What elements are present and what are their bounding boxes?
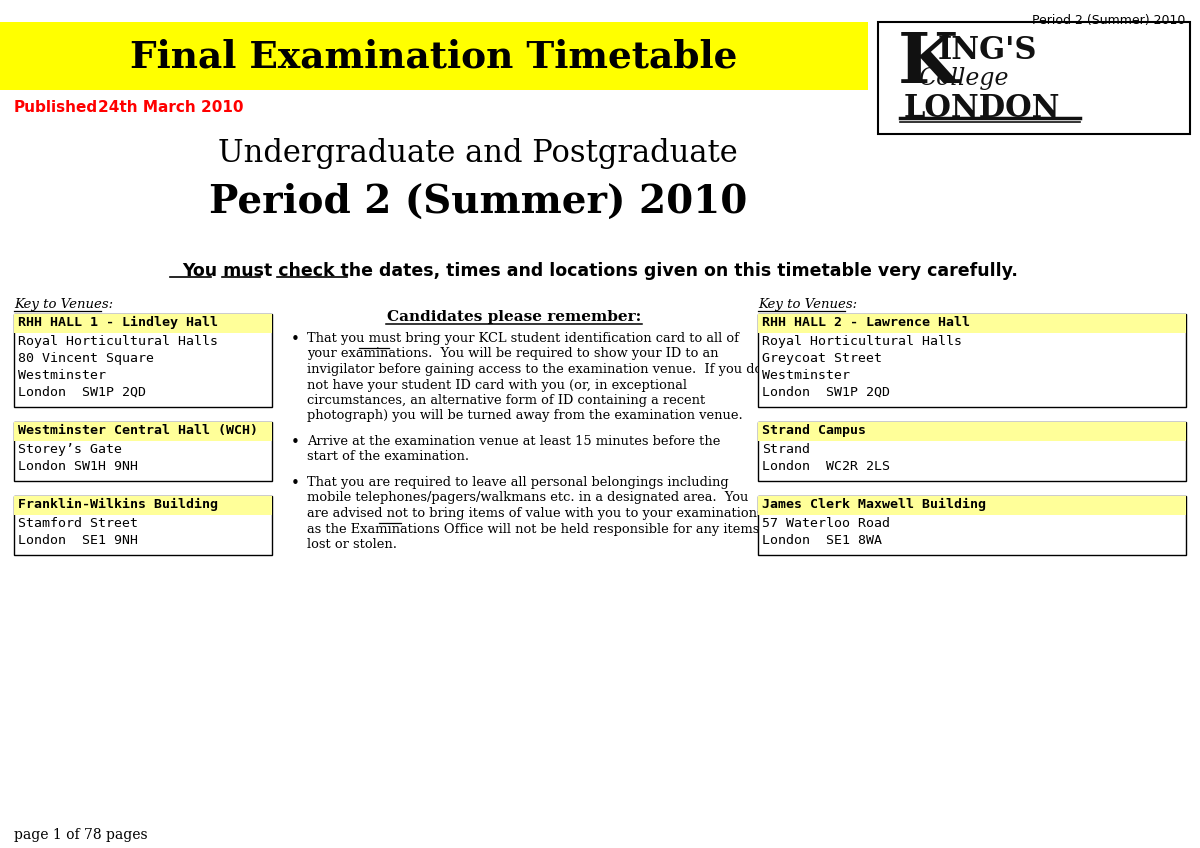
Text: •: • <box>292 332 300 347</box>
Bar <box>14 496 272 555</box>
Text: lost or stolen.: lost or stolen. <box>307 538 397 551</box>
Text: Strand Campus: Strand Campus <box>762 424 866 437</box>
Text: your examinations.  You will be required to show your ID to an: your examinations. You will be required … <box>307 348 719 360</box>
Text: •: • <box>292 435 300 450</box>
Text: James Clerk Maxwell Building: James Clerk Maxwell Building <box>762 498 986 511</box>
Text: London  SW1P 2QD: London SW1P 2QD <box>18 386 146 399</box>
Text: 57 Waterloo Road: 57 Waterloo Road <box>762 517 890 530</box>
Text: Period 2 (Summer) 2010: Period 2 (Summer) 2010 <box>209 183 748 221</box>
Text: 24th March 2010: 24th March 2010 <box>98 100 244 115</box>
Bar <box>0 22 868 90</box>
Text: Franklin-Wilkins Building: Franklin-Wilkins Building <box>18 498 218 511</box>
Text: ING'S: ING'S <box>938 35 1038 66</box>
Bar <box>14 422 272 441</box>
Text: RHH HALL 1 - Lindley Hall: RHH HALL 1 - Lindley Hall <box>18 316 218 329</box>
Text: RHH HALL 2 - Lawrence Hall: RHH HALL 2 - Lawrence Hall <box>762 316 970 329</box>
Text: photograph) you will be turned away from the examination venue.: photograph) you will be turned away from… <box>307 410 743 422</box>
Text: That you must bring your KCL student identification card to all of: That you must bring your KCL student ide… <box>307 332 739 345</box>
Bar <box>758 496 1186 515</box>
Text: Westminster: Westminster <box>18 369 106 382</box>
Text: start of the examination.: start of the examination. <box>307 450 469 464</box>
Text: invigilator before gaining access to the examination venue.  If you do: invigilator before gaining access to the… <box>307 363 762 376</box>
Text: Royal Horticultural Halls: Royal Horticultural Halls <box>762 335 962 348</box>
Text: Royal Horticultural Halls: Royal Horticultural Halls <box>18 335 218 348</box>
Text: London SW1H 9NH: London SW1H 9NH <box>18 460 138 473</box>
Text: page 1 of 78 pages: page 1 of 78 pages <box>14 828 148 842</box>
Text: mobile telephones/pagers/walkmans etc. in a designated area.  You: mobile telephones/pagers/walkmans etc. i… <box>307 492 749 505</box>
Text: Key to Venues:: Key to Venues: <box>758 298 857 311</box>
Text: •: • <box>292 476 300 491</box>
Bar <box>14 422 272 481</box>
Text: are advised not to bring items of value with you to your examinations: are advised not to bring items of value … <box>307 507 763 520</box>
Text: 80 Vincent Square: 80 Vincent Square <box>18 352 154 365</box>
Bar <box>878 22 1190 134</box>
Text: LONDON: LONDON <box>904 93 1061 124</box>
Bar <box>758 496 1186 555</box>
Text: Period 2 (Summer) 2010: Period 2 (Summer) 2010 <box>1032 14 1186 27</box>
Text: circumstances, an alternative form of ID containing a recent: circumstances, an alternative form of ID… <box>307 394 706 407</box>
Bar <box>14 314 272 333</box>
Text: Stamford Street: Stamford Street <box>18 517 138 530</box>
Text: Published: Published <box>14 100 98 115</box>
Bar <box>14 314 272 407</box>
Text: London  SE1 8WA: London SE1 8WA <box>762 534 882 547</box>
Text: Key to Venues:: Key to Venues: <box>14 298 113 311</box>
Text: London  WC2R 2LS: London WC2R 2LS <box>762 460 890 473</box>
Bar <box>758 422 1186 481</box>
Text: Westminster Central Hall (WCH): Westminster Central Hall (WCH) <box>18 424 258 437</box>
Text: not have your student ID card with you (or, in exceptional: not have your student ID card with you (… <box>307 378 686 392</box>
Bar <box>758 422 1186 441</box>
Text: London  SE1 9NH: London SE1 9NH <box>18 534 138 547</box>
Text: London  SW1P 2QD: London SW1P 2QD <box>762 386 890 399</box>
Text: College: College <box>918 67 1008 90</box>
Text: Candidates please remember:: Candidates please remember: <box>386 310 641 324</box>
Text: Storey’s Gate: Storey’s Gate <box>18 443 122 456</box>
Text: Arrive at the examination venue at least 15 minutes before the: Arrive at the examination venue at least… <box>307 435 720 448</box>
Bar <box>758 314 1186 333</box>
Text: Westminster: Westminster <box>762 369 850 382</box>
Text: as the Examinations Office will not be held responsible for any items: as the Examinations Office will not be h… <box>307 522 760 535</box>
Text: Strand: Strand <box>762 443 810 456</box>
Text: You must check the dates, times and locations given on this timetable very caref: You must check the dates, times and loca… <box>182 262 1018 280</box>
Text: K: K <box>898 30 959 97</box>
Text: That you are required to leave all personal belongings including: That you are required to leave all perso… <box>307 476 728 489</box>
Bar <box>14 496 272 515</box>
Bar <box>758 314 1186 407</box>
Text: Undergraduate and Postgraduate: Undergraduate and Postgraduate <box>218 138 738 169</box>
Text: Final Examination Timetable: Final Examination Timetable <box>131 38 738 75</box>
Text: Greycoat Street: Greycoat Street <box>762 352 882 365</box>
